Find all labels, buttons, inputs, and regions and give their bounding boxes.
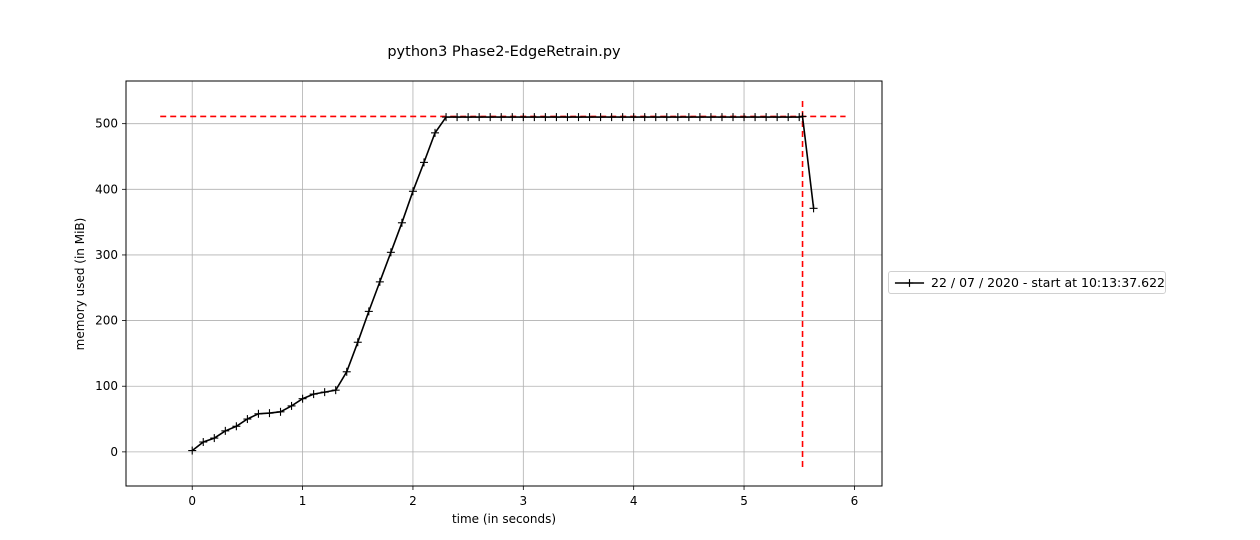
reference-lines — [160, 99, 846, 467]
legend: 22 / 07 / 2020 - start at 10:13:37.622 — [888, 271, 1166, 294]
memory-data-point — [695, 113, 704, 122]
memory-data-point — [729, 113, 738, 122]
memory-data-point — [706, 113, 715, 122]
memory-data-point — [717, 113, 726, 122]
y-tick-label: 300 — [95, 248, 118, 262]
x-tick-label: 2 — [409, 494, 417, 508]
memory-data-point — [419, 158, 428, 167]
y-tick-label: 500 — [95, 117, 118, 131]
legend-entry-label: 22 / 07 / 2020 - start at 10:13:37.622 — [931, 275, 1165, 290]
x-tick-label: 4 — [630, 494, 638, 508]
memory-data-point — [243, 415, 252, 424]
plot-frame — [125, 80, 883, 487]
memory-data-point — [640, 113, 649, 122]
memory-data-point — [673, 113, 682, 122]
memory-data-point — [798, 112, 807, 121]
memory-data-point — [508, 113, 517, 122]
memory-data-point — [541, 113, 550, 122]
y-tick-label: 0 — [110, 445, 118, 459]
memory-data-point — [397, 218, 406, 227]
memory-data-point — [375, 277, 384, 286]
memory-data-point — [254, 409, 263, 418]
memory-data-point — [320, 388, 329, 397]
memory-data-point — [442, 113, 451, 122]
memory-data-point — [486, 113, 495, 122]
memory-data-point — [607, 113, 616, 122]
x-tick-label: 6 — [851, 494, 859, 508]
memory-data-point — [353, 338, 362, 347]
y-tick-label: 200 — [95, 314, 118, 328]
memory-data-point — [287, 401, 296, 410]
memory-data-point — [585, 113, 594, 122]
memory-data-point — [431, 128, 440, 137]
memory-data-point — [784, 113, 793, 122]
memory-data-point — [265, 409, 274, 418]
memory-data-point — [342, 367, 351, 376]
y-axis-ticks: 0 100 200 300 400 500 — [95, 117, 126, 459]
y-tick-label: 100 — [95, 379, 118, 393]
memory-data-point — [563, 113, 572, 122]
memory-data-point — [773, 113, 782, 122]
memory-data-point — [684, 113, 693, 122]
legend-line-marker-icon — [894, 278, 925, 287]
memory-data-point — [188, 446, 197, 455]
memory-data-point — [519, 113, 528, 122]
grid-lines — [126, 81, 882, 486]
y-axis-label: memory used (in MiB) — [73, 218, 87, 351]
memory-data-point — [464, 113, 473, 122]
memory-data-point — [210, 434, 219, 443]
memory-data-point — [276, 407, 285, 416]
memory-data-point — [651, 113, 660, 122]
x-axis-ticks: 0 1 2 3 4 5 6 — [188, 486, 858, 508]
memory-data-point — [497, 113, 506, 122]
x-tick-label: 3 — [519, 494, 527, 508]
memory-data-point — [751, 113, 760, 122]
memory-data-point — [364, 307, 373, 316]
memory-data-point — [298, 394, 307, 403]
series-layer — [188, 112, 818, 455]
y-tick-label: 400 — [95, 182, 118, 196]
memory-data-point — [221, 426, 230, 435]
memory-data-point — [475, 113, 484, 122]
memory-data-point — [386, 248, 395, 257]
memory-data-point — [795, 113, 804, 122]
memory-data-point — [629, 113, 638, 122]
memory-data-point — [453, 113, 462, 122]
memory-data-point — [596, 113, 605, 122]
x-axis-label: time (in seconds) — [452, 512, 556, 526]
memory-data-point — [552, 113, 561, 122]
memory-data-point — [662, 113, 671, 122]
memory-data-point — [618, 113, 627, 122]
memory-data-point — [331, 386, 340, 395]
memory-data-point — [530, 113, 539, 122]
memory-data-point — [408, 187, 417, 196]
x-tick-label: 0 — [188, 494, 196, 508]
memory-data-point — [574, 113, 583, 122]
x-tick-label: 1 — [299, 494, 307, 508]
memory-data-point — [762, 113, 771, 122]
memory-data-point — [199, 438, 208, 447]
memory-data-point — [309, 390, 318, 399]
chart-title: python3 Phase2-EdgeRetrain.py — [387, 44, 621, 60]
memory-data-point — [740, 113, 749, 122]
memory-data-point — [232, 422, 241, 431]
memory-series-line — [191, 115, 815, 452]
memory-data-point — [809, 204, 818, 213]
x-tick-label: 5 — [740, 494, 748, 508]
